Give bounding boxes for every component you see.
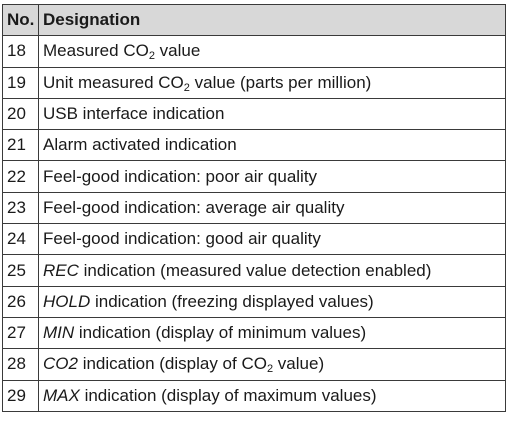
designation-keyword: HOLD (43, 291, 91, 311)
row-number: 21 (2, 129, 39, 162)
designation-text: Feel-good indication: good air quality (43, 229, 321, 249)
row-number: 19 (2, 66, 39, 99)
row-designation: HOLD indication (freezing displayed valu… (38, 285, 506, 318)
table-row: 19 Unit measured CO2 value (parts per mil… (2, 66, 506, 99)
table-row: 20 USB interface indication (2, 97, 506, 131)
designation-keyword: MIN (43, 323, 75, 343)
row-designation: CO2 indication (display of CO2 value) (38, 348, 506, 381)
designation-text: indication (display of CO (77, 354, 267, 374)
designation-text-suffix: value) (273, 354, 325, 374)
designation-text: Feel-good indication: poor air quality (43, 166, 318, 186)
subscript: 2 (148, 50, 155, 63)
row-designation: Feel-good indication: poor air quality (38, 160, 506, 193)
row-designation: MAX indication (display of maximum value… (38, 379, 506, 412)
row-designation: Feel-good indication: average air qualit… (38, 191, 506, 225)
table-header-row: No. Designation (2, 3, 506, 37)
row-number: 29 (2, 379, 39, 412)
table-row: 25 REC indication (measured value detecti… (2, 254, 506, 287)
row-number: 26 (2, 285, 39, 318)
designation-keyword: MAX (43, 385, 80, 405)
table-row: 18 Measured CO2 value (2, 35, 506, 68)
designation-text-suffix: value (parts per million) (189, 72, 372, 92)
table-row: 27 MIN indication (display of minimum val… (2, 316, 506, 350)
row-number: 22 (2, 160, 39, 193)
subscript: 2 (266, 363, 274, 376)
row-designation: Feel-good indication: good air quality (38, 223, 506, 256)
designation-keyword: REC (43, 260, 79, 280)
designation-text: USB interface indication (43, 104, 225, 124)
designation-text-suffix: value (154, 41, 201, 61)
designation-text: indication (measured value detection ena… (78, 260, 432, 280)
table-row: 29 MAX indication (display of maximum val… (2, 379, 506, 412)
row-number: 25 (2, 254, 39, 287)
table-row: 22 Feel-good indication: poor air quality (2, 160, 506, 193)
row-designation: REC indication (measured value detection… (38, 254, 506, 287)
row-designation: Alarm activated indication (38, 129, 506, 162)
table-row: 24 Feel-good indication: good air quality (2, 223, 506, 256)
row-designation: Measured CO2 value (38, 35, 506, 68)
table-row: 23 Feel-good indication: average air qual… (2, 191, 506, 225)
header-designation: Designation (38, 3, 506, 37)
table-row: 28 CO2 indication (display of CO2 value) (2, 348, 506, 381)
header-no: No. (2, 3, 39, 37)
row-number: 20 (2, 97, 39, 131)
table-row: 26 HOLD indication (freezing displayed va… (2, 285, 506, 318)
row-number: 28 (2, 348, 39, 381)
designation-table: No. Designation 18 Measured CO2 value 19 Un… (2, 3, 506, 412)
row-designation: USB interface indication (38, 97, 506, 131)
row-number: 18 (2, 35, 39, 68)
designation-text: Feel-good indication: average air qualit… (43, 197, 345, 217)
row-designation: MIN indication (display of minimum value… (38, 316, 506, 350)
row-number: 24 (2, 223, 39, 256)
row-designation: Unit measured CO2 value (parts per milli… (38, 66, 506, 99)
subscript: 2 (183, 81, 190, 94)
designation-text: indication (freezing displayed values) (90, 291, 374, 311)
designation-text: Unit measured CO (43, 72, 184, 92)
designation-text: Measured CO (43, 41, 149, 61)
table-row: 21 Alarm activated indication (2, 129, 506, 162)
designation-text: indication (display of minimum values) (74, 323, 367, 343)
row-number: 27 (2, 316, 39, 350)
designation-keyword: CO2 (43, 354, 78, 374)
designation-text: indication (display of maximum values) (79, 385, 377, 405)
row-number: 23 (2, 191, 39, 225)
designation-text: Alarm activated indication (43, 135, 237, 155)
